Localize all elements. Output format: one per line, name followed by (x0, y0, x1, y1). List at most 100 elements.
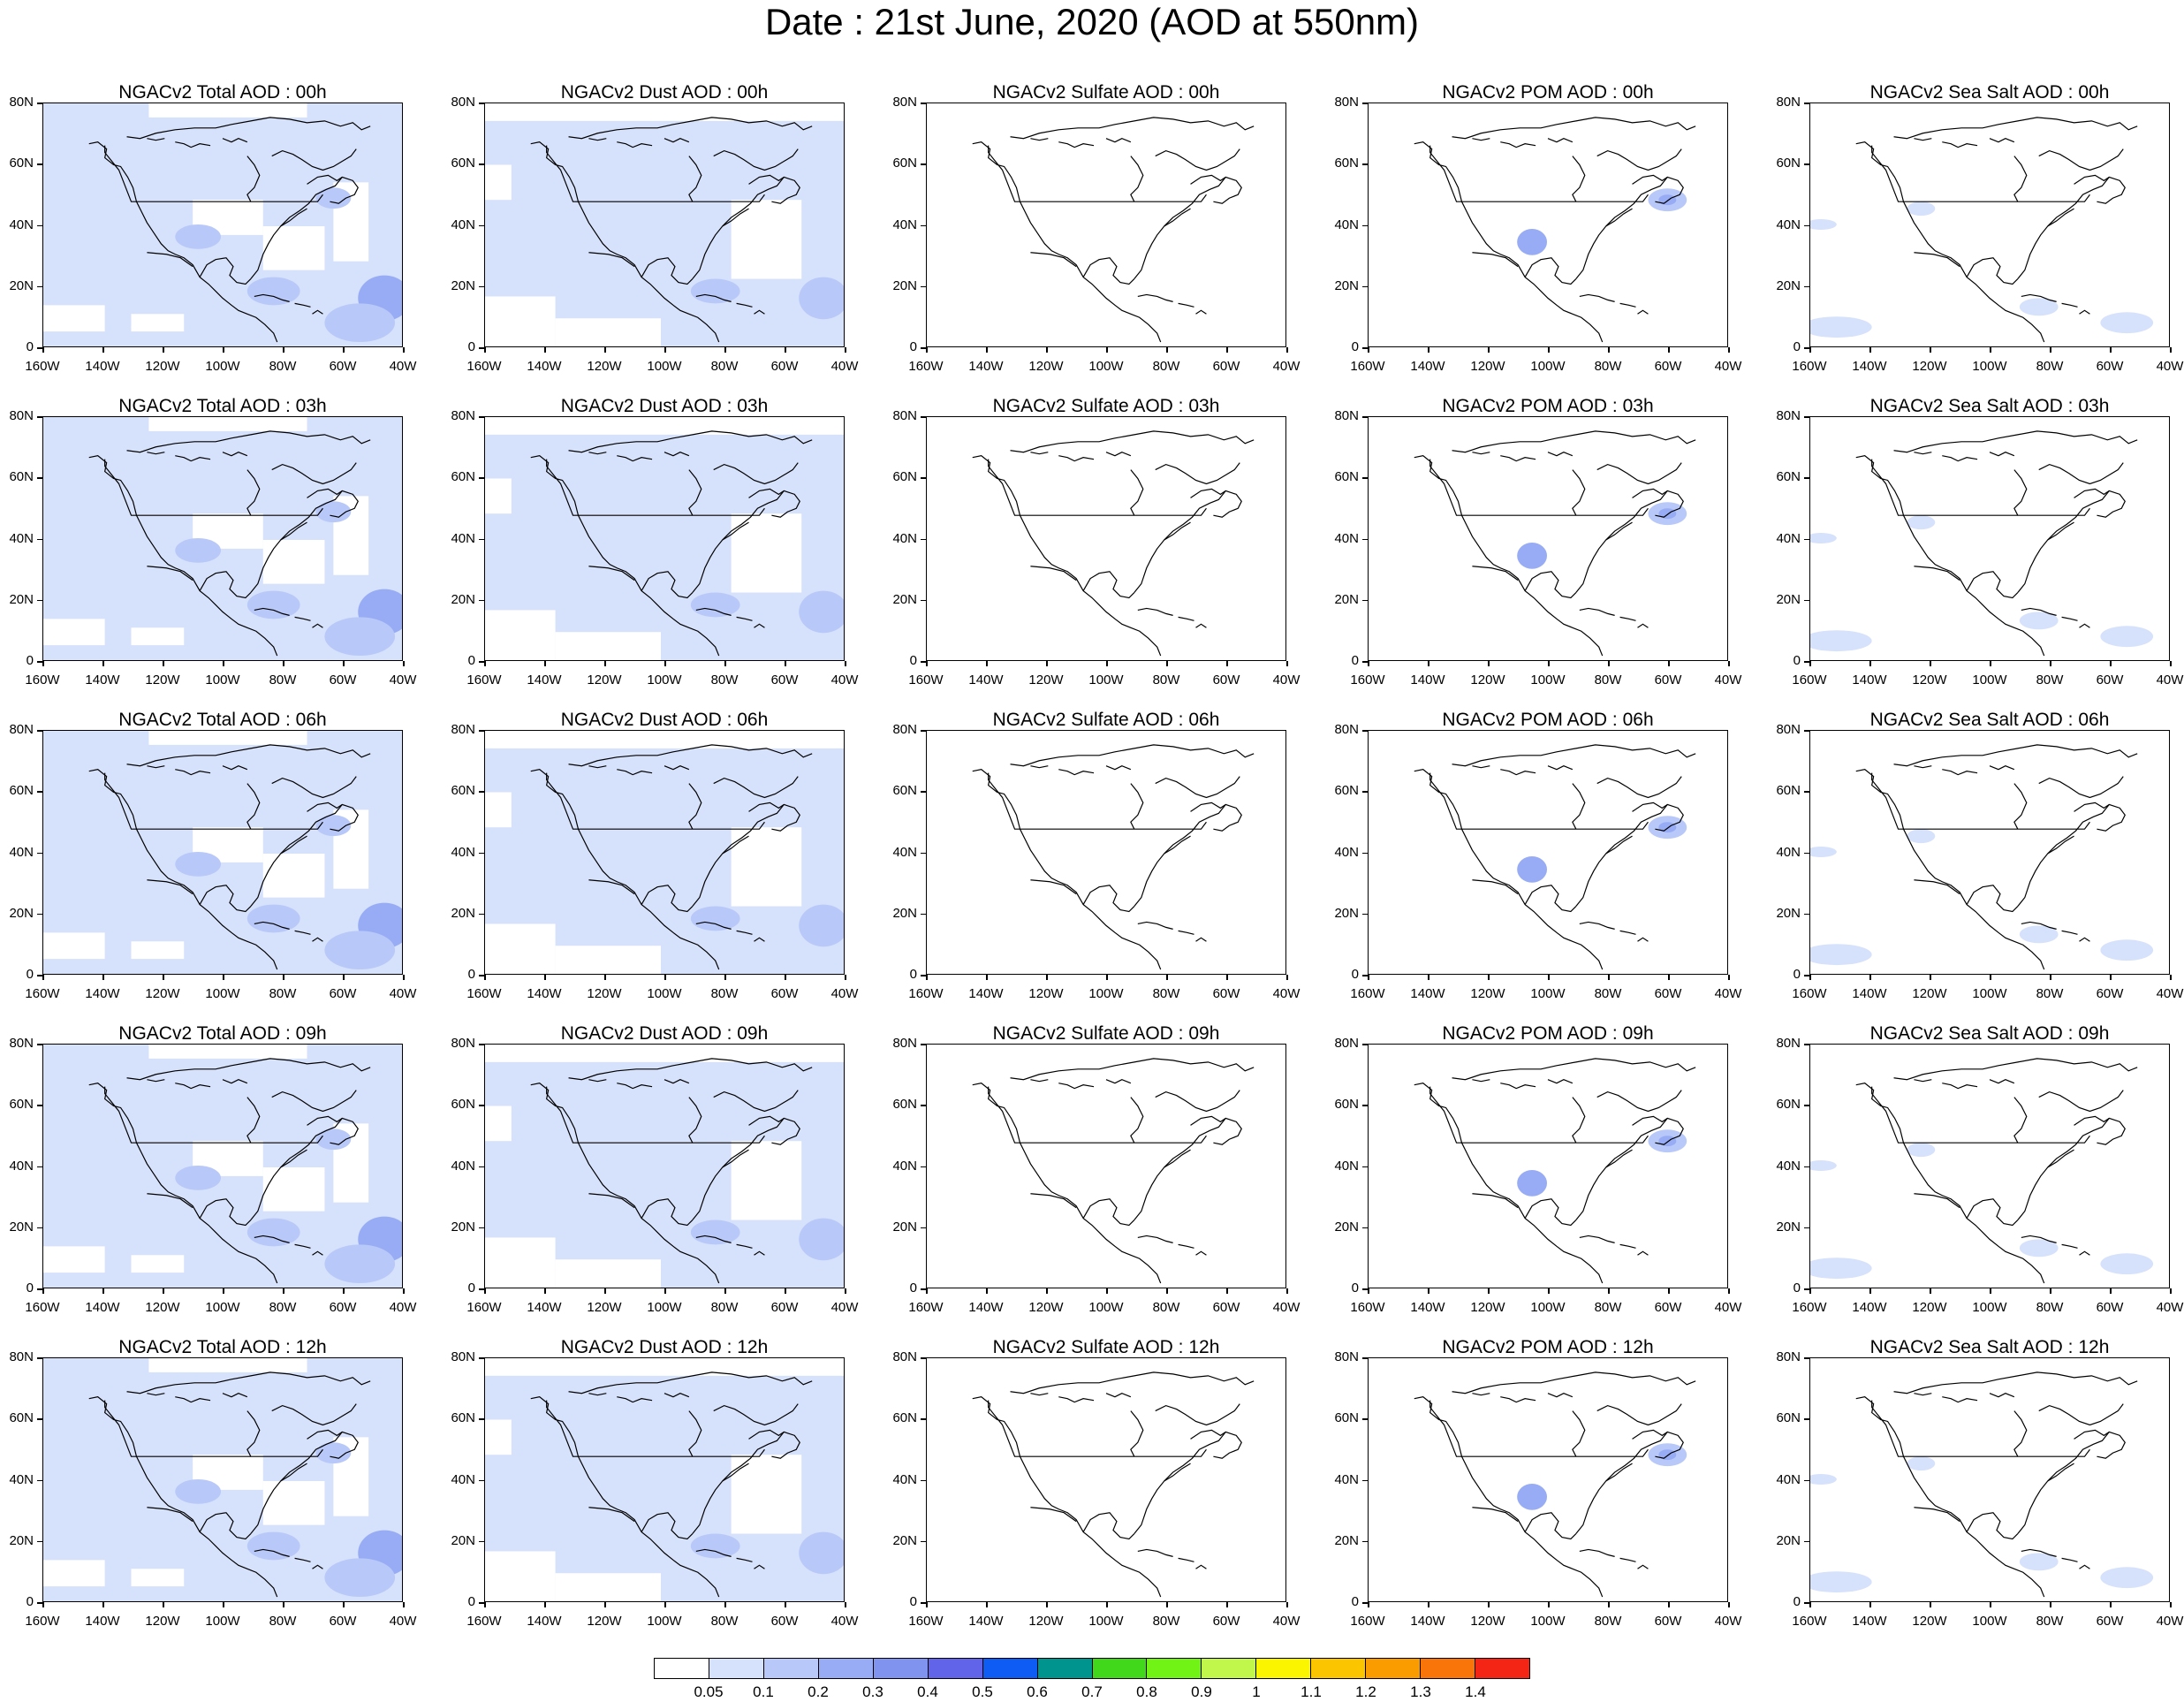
lon-tick (1226, 661, 1228, 666)
lat-tick-label: 0 (1793, 339, 1801, 354)
lat-tick (37, 1479, 42, 1481)
lon-tick-label: 100W (205, 672, 240, 688)
lat-tick (479, 1479, 484, 1481)
coastline-overlay (1414, 430, 1696, 657)
lon-tick-label: 120W (145, 986, 180, 1001)
lat-tick (1804, 1418, 1809, 1420)
lat-tick-label: 40N (892, 1471, 917, 1487)
lat-tick (1362, 791, 1368, 793)
map-plot-area (1368, 730, 1728, 975)
lon-tick-label: 60W (329, 1300, 357, 1315)
lat-tick (1804, 1357, 1809, 1359)
lat-tick-label: 20N (9, 277, 34, 293)
map-panel: NGACv2 Total AOD : 00h 80N 60N 40N 20N 0 160W 1… (0, 80, 442, 384)
colorbar-box (818, 1659, 874, 1678)
lat-tick-label: 20N (892, 277, 917, 293)
total-aod-shading (43, 731, 402, 974)
lon-tick-label: 40W (1272, 986, 1301, 1001)
map-panel: NGACv2 POM AOD : 03h 80N 60N 40N 20N 0 160W 140… (1325, 393, 1767, 698)
lat-tick-label: 0 (26, 653, 34, 668)
coastline-overlay (1855, 1058, 2138, 1284)
lat-tick-label: 80N (892, 1036, 917, 1051)
lat-tick-label: 80N (451, 1036, 475, 1051)
lon-tick-label: 80W (2036, 359, 2064, 374)
lon-tick (2170, 975, 2172, 980)
map-panel: NGACv2 Sea Salt AOD : 09h 80N 60N 40N 20N 0 16… (1767, 1021, 2184, 1326)
lon-tick-label: 40W (2156, 1614, 2184, 1629)
lon-tick-label: 100W (1972, 1614, 2007, 1629)
lat-tick-label: 40N (1334, 530, 1359, 546)
total-aod-shading (43, 1358, 402, 1601)
lat-tick (1804, 730, 1809, 732)
lat-tick-label: 20N (451, 277, 475, 293)
lon-tick (163, 347, 164, 353)
map-plot-area (926, 1357, 1286, 1602)
lon-tick (926, 1602, 928, 1607)
lon-tick (1488, 1602, 1490, 1607)
map-svg (485, 731, 844, 974)
lon-tick-label: 80W (269, 1300, 297, 1315)
lat-tick-label: 0 (26, 339, 34, 354)
lat-tick (479, 1540, 484, 1543)
lon-tick (724, 1602, 726, 1607)
lat-tick-label: 0 (909, 1280, 917, 1295)
lat-tick (1362, 224, 1368, 226)
lat-tick (37, 975, 42, 976)
colorbar-label: 1.3 (1410, 1683, 1431, 1700)
lon-tick (1286, 347, 1288, 353)
lon-tick-label: 120W (587, 1614, 622, 1629)
dust-aod-shading (485, 103, 844, 346)
coastline-overlay (88, 1058, 371, 1284)
lon-tick (604, 347, 606, 353)
lat-tick (921, 1288, 926, 1290)
lon-tick-label: 40W (389, 672, 417, 688)
lon-tick-label: 100W (1088, 672, 1124, 688)
coastline-overlay (530, 1371, 813, 1598)
lon-tick (484, 661, 486, 666)
lat-tick (1362, 1540, 1368, 1543)
lon-tick-label: 100W (1530, 1300, 1566, 1315)
lon-tick (1286, 975, 1288, 980)
lat-tick-label: 20N (451, 591, 475, 607)
lat-tick-label: 80N (9, 1349, 34, 1364)
coastline-overlay (88, 744, 371, 970)
lon-tick-label: 80W (269, 672, 297, 688)
lat-tick (1362, 1479, 1368, 1481)
lon-tick (1166, 1288, 1168, 1294)
panel-title: NGACv2 Sulfate AOD : 06h (992, 710, 1220, 730)
lon-tick (1728, 347, 1730, 353)
lat-tick (921, 730, 926, 732)
lon-tick (1608, 661, 1610, 666)
lon-tick (1368, 1602, 1369, 1607)
lat-tick-label: 60N (1776, 469, 1801, 485)
lon-tick (604, 1288, 606, 1294)
lon-tick-label: 60W (770, 1614, 799, 1629)
lon-tick (2050, 975, 2051, 980)
lon-tick (2170, 1288, 2172, 1294)
lat-tick (479, 163, 484, 165)
lat-tick-label: 40N (451, 1158, 475, 1174)
lon-tick-label: 100W (1088, 1614, 1124, 1629)
lon-tick (1428, 1288, 1429, 1294)
lon-tick (544, 1288, 546, 1294)
map-plot-area (484, 1044, 845, 1288)
map-panel: NGACv2 POM AOD : 00h 80N 60N 40N 20N 0 160W 140… (1325, 80, 1767, 384)
map-plot-area (484, 416, 845, 661)
lon-tick-label: 160W (1792, 672, 1827, 688)
lat-tick (37, 1602, 42, 1604)
lon-tick (163, 975, 164, 980)
lon-tick-label: 100W (1088, 986, 1124, 1001)
lat-tick (1362, 103, 1368, 104)
lon-tick-label: 120W (587, 672, 622, 688)
lat-tick-label: 80N (9, 408, 34, 423)
lat-tick-label: 80N (892, 95, 917, 110)
lat-tick-label: 20N (892, 1219, 917, 1235)
lat-tick (1362, 913, 1368, 916)
lon-tick (163, 1288, 164, 1294)
lon-tick-label: 120W (1912, 986, 1947, 1001)
colorbar-label: 0.1 (753, 1683, 774, 1700)
colorbar-box (655, 1659, 709, 1678)
map-plot-area (42, 103, 403, 347)
lon-tick-label: 120W (145, 672, 180, 688)
lon-tick (1608, 1602, 1610, 1607)
